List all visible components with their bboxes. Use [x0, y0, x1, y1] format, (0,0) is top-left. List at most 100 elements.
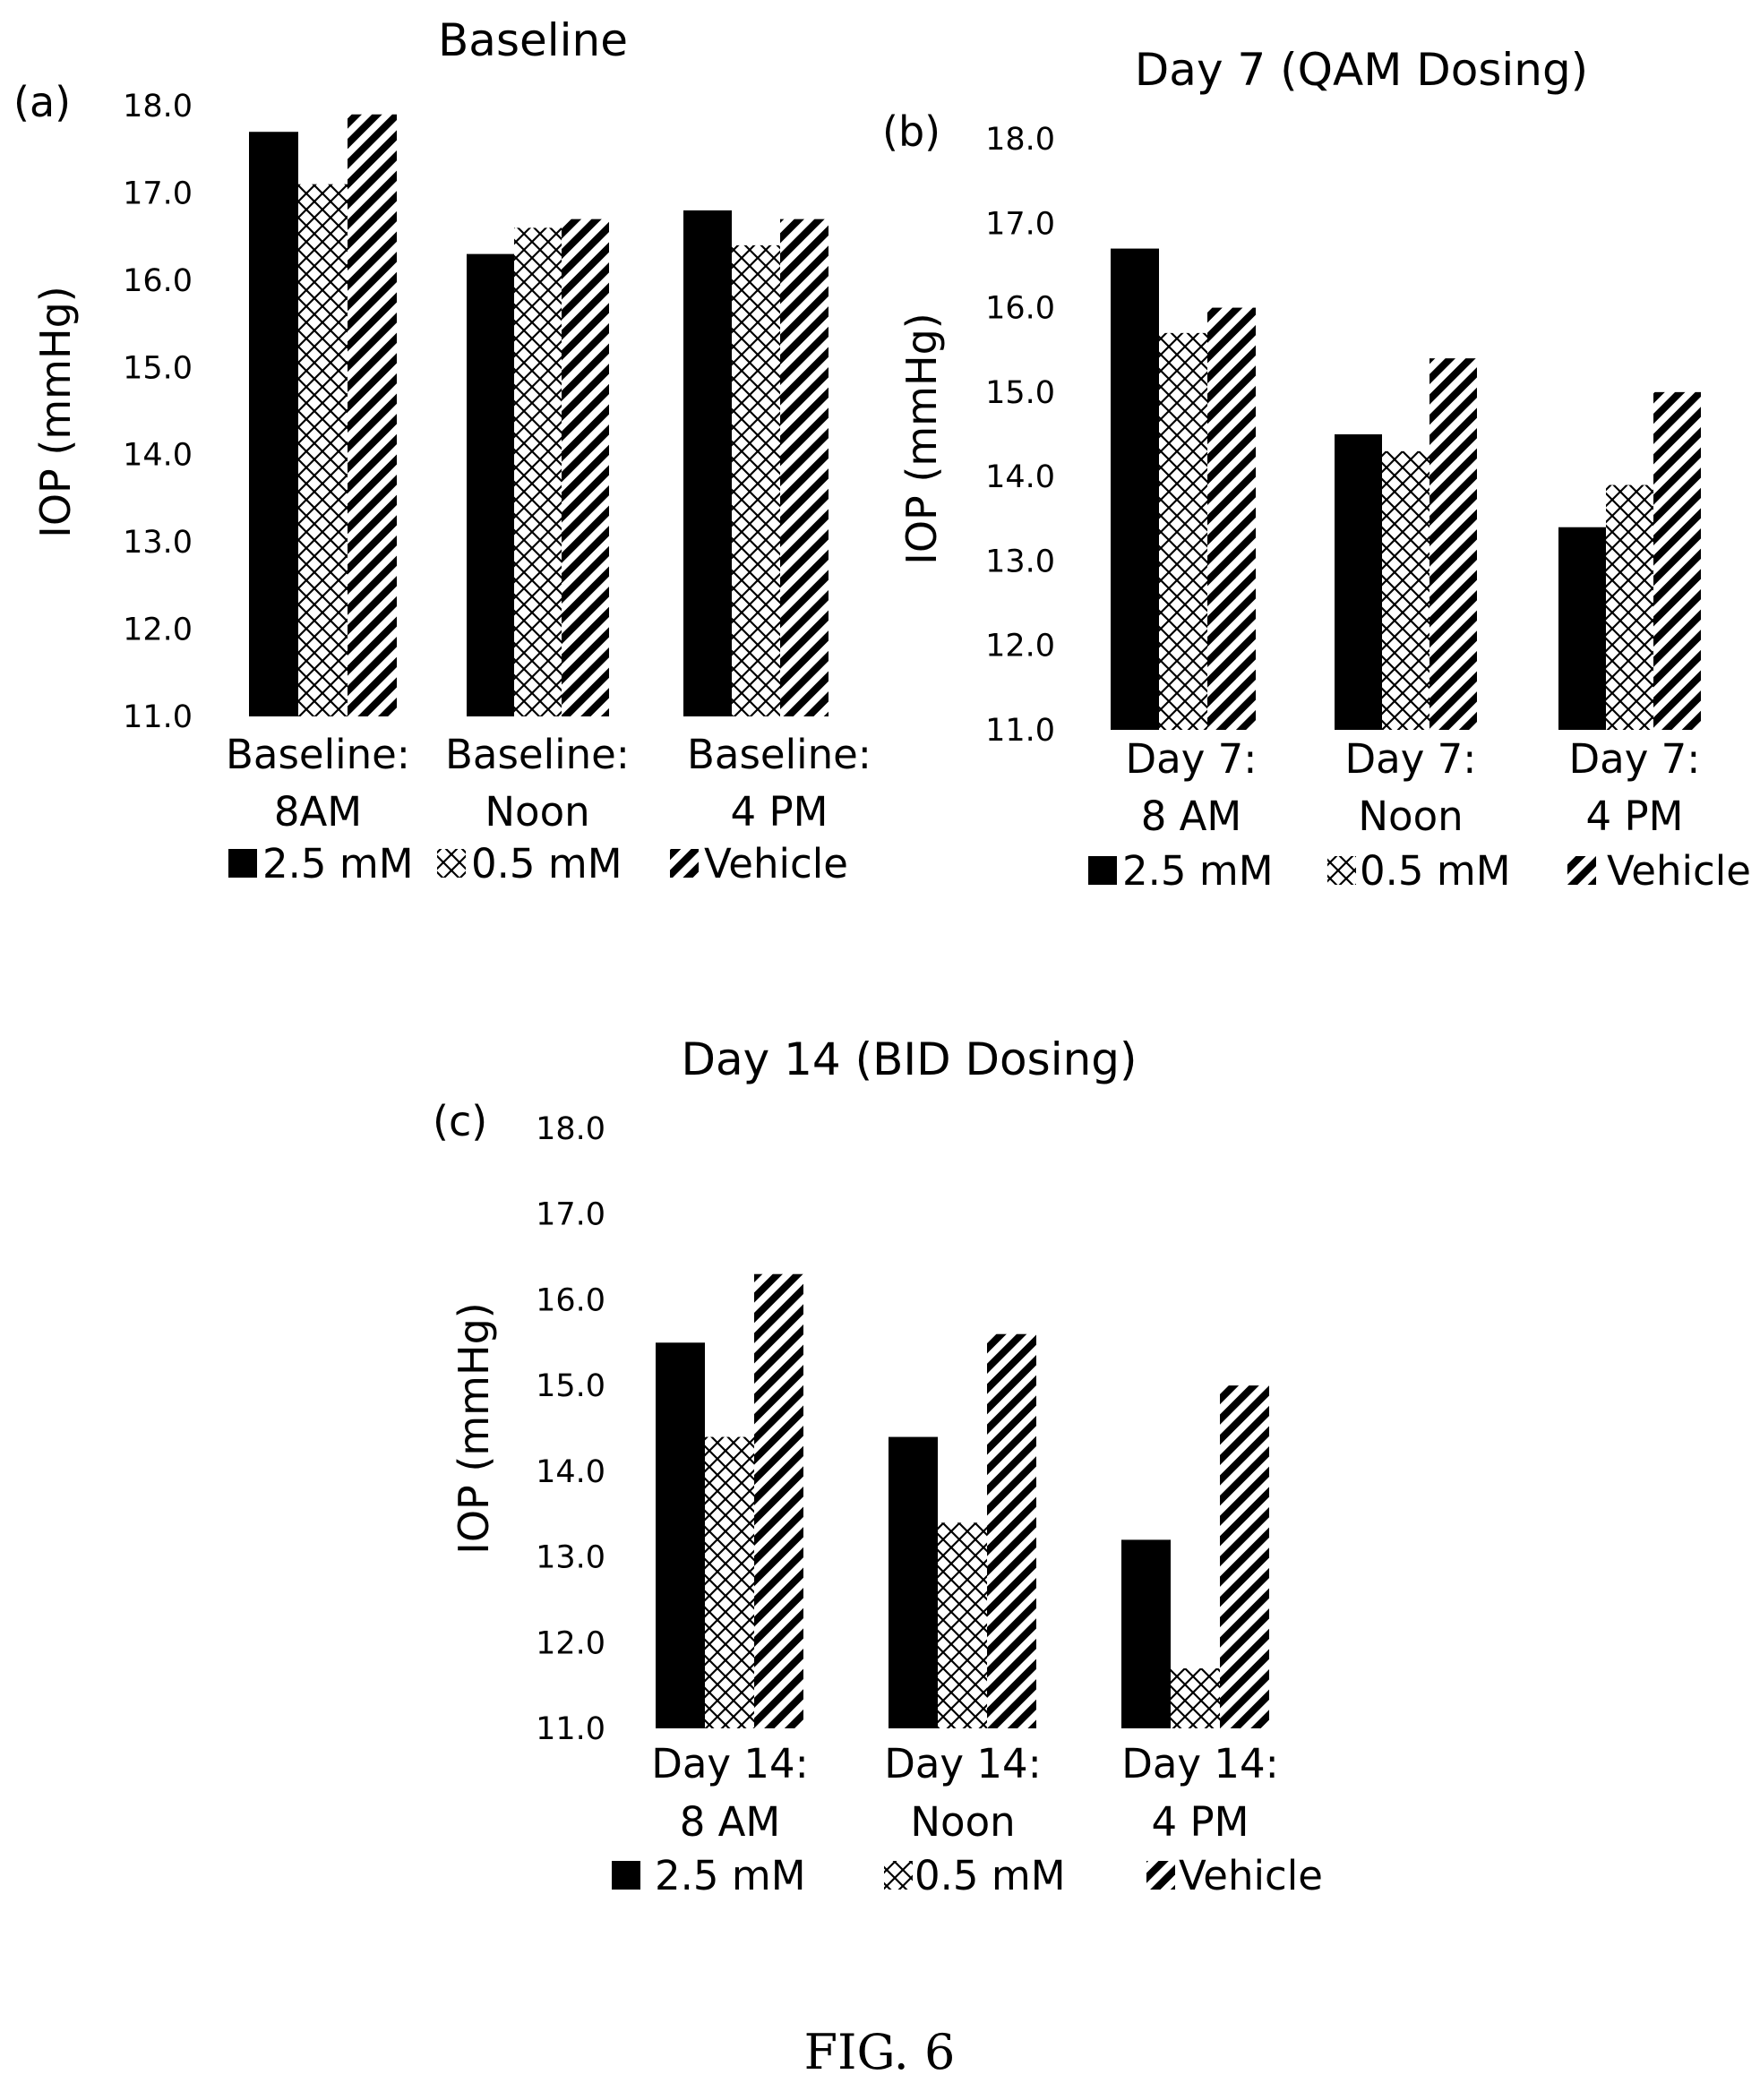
bar-0-5-mm — [1171, 1668, 1220, 1728]
x-category-label: Baseline: — [445, 731, 630, 778]
y-tick-label: 18.0 — [985, 122, 1055, 158]
x-category-label: Noon — [485, 788, 589, 836]
x-category-label: Day 7: — [1569, 735, 1701, 783]
x-category-label: 4 PM — [1586, 793, 1684, 840]
y-axis-label: IOP (mmHg) — [450, 1302, 498, 1554]
y-tick-label: 17.0 — [536, 1197, 605, 1233]
y-tick-label: 11.0 — [536, 1711, 605, 1747]
y-tick-label: 12.0 — [985, 629, 1055, 664]
figure-caption: FIG. 6 — [804, 2024, 956, 2080]
bar-2-5-mm — [249, 132, 298, 716]
bar-vehicle — [780, 219, 828, 716]
chart-title: Baseline — [438, 14, 628, 66]
legend-swatch — [612, 1861, 640, 1890]
y-tick-label: 11.0 — [985, 713, 1055, 749]
x-category-label: Baseline: — [226, 731, 410, 778]
y-tick-label: 12.0 — [123, 613, 193, 648]
panel-label: (a) — [13, 78, 71, 126]
y-tick-label: 18.0 — [536, 1111, 605, 1147]
legend-label: 2.5 mM — [1122, 847, 1274, 895]
legend-swatch — [1146, 1861, 1175, 1890]
bar-0-5-mm — [1606, 484, 1653, 730]
bar-0-5-mm — [938, 1522, 987, 1728]
y-tick-label: 18.0 — [123, 89, 193, 124]
legend-label: Vehicle — [1179, 1852, 1323, 1899]
bar-2-5-mm — [1335, 434, 1382, 730]
y-tick-label: 13.0 — [123, 525, 193, 561]
bar-0-5-mm — [514, 227, 562, 716]
x-category-label: Day 14: — [884, 1740, 1042, 1787]
y-tick-label: 15.0 — [123, 350, 193, 386]
y-tick-label: 13.0 — [985, 544, 1055, 579]
bar-2-5-mm — [1121, 1539, 1171, 1728]
y-tick-label: 11.0 — [123, 699, 193, 735]
bar-vehicle — [1220, 1385, 1269, 1728]
panel-label: (c) — [433, 1097, 487, 1145]
x-category-label: 8 AM — [680, 1798, 781, 1846]
y-tick-label: 17.0 — [123, 176, 193, 211]
chart-title: Day 7 (QAM Dosing) — [1135, 44, 1588, 96]
y-tick-label: 17.0 — [985, 206, 1055, 242]
bar-vehicle — [754, 1273, 803, 1728]
bar-0-5-mm — [705, 1436, 754, 1728]
y-tick-label: 12.0 — [536, 1625, 605, 1661]
legend-label: 0.5 mM — [471, 840, 622, 887]
x-category-label: Day 7: — [1126, 735, 1258, 783]
bar-vehicle — [1207, 307, 1256, 730]
x-category-label: 4 PM — [731, 788, 828, 836]
panel-c-chart: Day 14 (BID Dosing) (c) IOP (mmHg) 11.0 12.0… — [433, 1033, 1323, 1899]
bar-vehicle — [1653, 391, 1701, 730]
x-category-label: Day 14: — [651, 1740, 809, 1787]
bar-vehicle — [562, 219, 609, 716]
x-category-label: Baseline: — [687, 731, 871, 778]
y-tick-label: 14.0 — [123, 438, 193, 474]
y-tick-label: 15.0 — [985, 375, 1055, 411]
x-category-label: Noon — [1358, 793, 1463, 840]
panel-a-chart: Baseline (a) IOP (mmHg) 11.0 12.0 13.0 14.0 15.… — [13, 14, 871, 887]
x-category-label: Day 14: — [1121, 1740, 1279, 1787]
y-tick-label: 16.0 — [123, 263, 193, 299]
bar-2-5-mm — [656, 1342, 705, 1728]
bar-vehicle — [348, 114, 397, 716]
legend-label: 2.5 mM — [262, 840, 414, 887]
legend-label: 0.5 mM — [1360, 847, 1511, 895]
y-axis-label: IOP (mmHg) — [31, 286, 80, 537]
bar-vehicle — [1429, 358, 1477, 730]
y-axis-label: IOP (mmHg) — [897, 313, 946, 564]
bar-0-5-mm — [298, 184, 348, 716]
legend-label: 2.5 mM — [655, 1852, 806, 1899]
bar-2-5-mm — [889, 1436, 938, 1728]
bar-vehicle — [987, 1333, 1036, 1728]
x-category-label: 4 PM — [1152, 1798, 1249, 1846]
bar-2-5-mm — [1111, 248, 1159, 731]
legend-swatch — [228, 849, 257, 878]
x-category-label: 8AM — [274, 788, 362, 836]
x-category-label: Noon — [910, 1798, 1015, 1846]
legend-label: 0.5 mM — [914, 1852, 1066, 1899]
chart-title: Day 14 (BID Dosing) — [681, 1033, 1137, 1085]
bar-2-5-mm — [1558, 527, 1606, 730]
legend-label: Vehicle — [1607, 847, 1751, 895]
panel-b-chart: Day 7 (QAM Dosing) (b) IOP (mmHg) 11.0 12.0 1… — [882, 44, 1751, 895]
legend-swatch — [670, 849, 699, 878]
y-tick-label: 13.0 — [536, 1540, 605, 1576]
y-tick-label: 14.0 — [536, 1454, 605, 1490]
y-tick-label: 15.0 — [536, 1368, 605, 1404]
legend-swatch — [884, 1861, 913, 1890]
legend-swatch — [1327, 856, 1356, 885]
y-tick-label: 16.0 — [985, 291, 1055, 327]
y-tick-label: 16.0 — [536, 1282, 605, 1318]
x-category-label: Day 7: — [1345, 735, 1477, 783]
bar-2-5-mm — [683, 210, 732, 716]
bar-0-5-mm — [1159, 332, 1207, 730]
legend-swatch — [1088, 856, 1117, 885]
y-tick-label: 14.0 — [985, 459, 1055, 495]
bar-0-5-mm — [1382, 450, 1429, 730]
bar-2-5-mm — [467, 253, 514, 717]
bar-0-5-mm — [732, 244, 780, 716]
legend-swatch — [437, 849, 466, 878]
panel-label: (b) — [882, 107, 940, 156]
legend-swatch — [1567, 856, 1596, 885]
x-category-label: 8 AM — [1141, 793, 1242, 840]
